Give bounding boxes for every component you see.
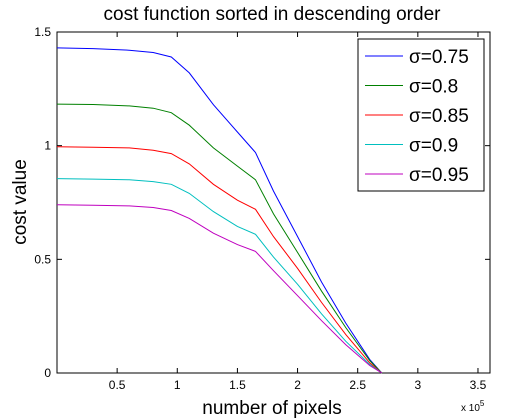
x-tick-label: 1.5 xyxy=(229,378,246,392)
y-axis-label: cost value xyxy=(10,159,31,245)
y-tick-label: 1.5 xyxy=(34,25,51,39)
series-line xyxy=(56,204,383,374)
x-exponent-base: x 10 xyxy=(461,403,480,414)
legend-label: σ=0.8 xyxy=(409,77,458,98)
series-lines xyxy=(56,47,383,374)
x-tick-label: 1 xyxy=(174,378,181,392)
series-line xyxy=(56,178,383,374)
x-tick-label: 2 xyxy=(294,378,301,392)
axis-ticks: 0.5 1 1.5 2 2.5 3 3.5 0 0.5 1 1.5 xyxy=(34,25,490,392)
y-tick-label: 0 xyxy=(44,366,51,380)
series-line xyxy=(56,103,383,374)
legend-label: σ=0.9 xyxy=(409,136,458,157)
chart-title: cost function sorted in descending order xyxy=(104,4,442,25)
y-tick-label: 1 xyxy=(44,139,51,153)
legend: σ=0.75 σ=0.8 σ=0.85 σ=0.9 σ=0.95 xyxy=(357,38,485,192)
series-line xyxy=(56,47,383,374)
legend-label: σ=0.75 xyxy=(409,47,469,68)
x-exponent-power: 5 xyxy=(480,399,485,408)
series-line xyxy=(56,146,383,374)
x-exponent-label: x 105 xyxy=(461,399,485,414)
legend-label: σ=0.85 xyxy=(409,106,469,127)
legend-label: σ=0.95 xyxy=(409,165,469,186)
x-tick-label: 3.5 xyxy=(470,378,487,392)
y-tick-label: 0.5 xyxy=(34,252,51,266)
x-axis-label: number of pixels xyxy=(202,398,341,419)
x-tick-label: 2.5 xyxy=(349,378,366,392)
x-tick-label: 3 xyxy=(414,378,421,392)
x-tick-label: 0.5 xyxy=(109,378,126,392)
